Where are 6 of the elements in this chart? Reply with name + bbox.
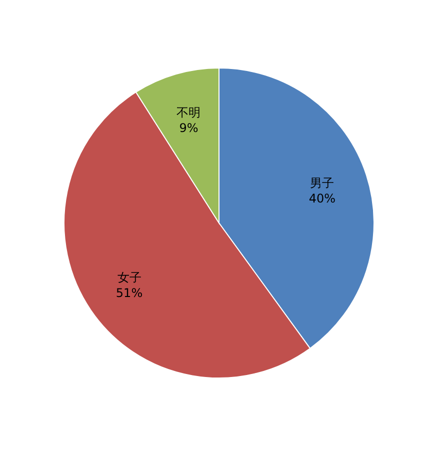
data-label: 51%	[116, 286, 143, 300]
slice-label: 不明	[176, 105, 201, 120]
data-label: 40%	[308, 192, 336, 206]
slice-label: 男子	[310, 176, 334, 190]
slice-label: 女子	[117, 270, 142, 285]
data-label: 9%	[179, 121, 198, 136]
